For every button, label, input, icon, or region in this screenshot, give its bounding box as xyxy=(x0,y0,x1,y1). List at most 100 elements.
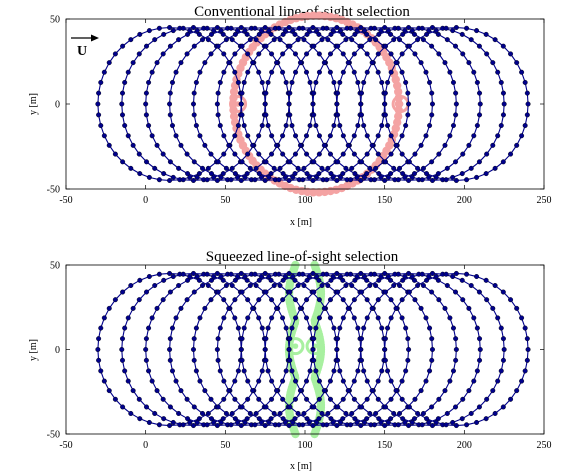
trajectory-point xyxy=(514,305,520,311)
trajectory-point xyxy=(283,368,289,374)
trajectory-point xyxy=(433,419,439,425)
trajectory-point xyxy=(301,37,307,43)
trajectory-point xyxy=(304,171,310,177)
y-axis-label: y [m] xyxy=(28,93,39,115)
trajectory-point xyxy=(358,25,364,31)
trajectory-point xyxy=(193,123,199,129)
trajectory-point xyxy=(185,416,191,422)
trajectory-point xyxy=(119,90,125,96)
trajectory-point xyxy=(250,142,256,148)
trajectory-point xyxy=(215,90,221,96)
trajectory-point xyxy=(459,277,465,283)
trajectory-point xyxy=(191,43,197,49)
trajectory-point xyxy=(369,305,375,311)
trajectory-point xyxy=(208,171,214,177)
trajectory-point xyxy=(399,396,405,402)
trajectory-point xyxy=(280,51,286,57)
trajectory-point xyxy=(307,368,313,374)
trajectory-point xyxy=(331,368,337,374)
trajectory-point xyxy=(223,410,229,416)
trajectory-point xyxy=(156,422,162,428)
y-tick-label: -50 xyxy=(47,185,60,196)
trajectory-point xyxy=(349,410,355,416)
trajectory-point xyxy=(429,90,435,96)
trajectory-point xyxy=(156,177,162,183)
x-tick-label: -50 xyxy=(59,195,72,206)
trajectory-point xyxy=(120,289,126,295)
trajectory-point xyxy=(289,123,295,129)
trajectory-point xyxy=(290,28,296,34)
trajectory-point xyxy=(348,422,354,428)
trajectory-point xyxy=(197,69,203,75)
trajectory-point xyxy=(466,142,472,148)
trajectory-point xyxy=(167,43,173,49)
trajectory-point xyxy=(194,28,200,34)
x-tick-label: 150 xyxy=(377,440,392,451)
trajectory-point xyxy=(125,133,131,139)
trajectory-point xyxy=(433,28,439,34)
trajectory-point xyxy=(256,171,262,177)
trajectory-point xyxy=(399,69,405,75)
trajectory-point xyxy=(450,325,456,331)
trajectory-point xyxy=(358,336,364,342)
trajectory-point xyxy=(266,174,272,180)
trajectory-point xyxy=(406,159,412,165)
trajectory-point xyxy=(247,165,253,171)
trajectory-point xyxy=(327,133,333,139)
trajectory-point xyxy=(280,31,286,37)
trajectory-point xyxy=(399,315,405,321)
trajectory-point xyxy=(361,174,367,180)
trajectory-point xyxy=(160,51,166,57)
trajectory-point xyxy=(167,101,173,107)
trajectory-point xyxy=(351,151,357,157)
trajectory-point xyxy=(500,289,506,295)
trajectory-point xyxy=(200,165,206,171)
trajectory-point xyxy=(314,419,320,425)
trajectory-point xyxy=(304,396,310,402)
trajectory-point xyxy=(144,43,150,49)
trajectory-point xyxy=(167,289,173,295)
trajectory-point xyxy=(429,404,435,410)
trajectory-point xyxy=(287,90,293,96)
trajectory-point xyxy=(144,404,150,410)
trajectory-point xyxy=(228,25,234,31)
trajectory-point xyxy=(411,171,417,177)
trajectory-point xyxy=(184,297,190,303)
trajectory-point xyxy=(274,142,280,148)
trajectory-point xyxy=(335,43,341,49)
trajectory-point xyxy=(269,297,275,303)
trajectory-point xyxy=(477,112,483,118)
trajectory-point xyxy=(228,271,234,277)
trajectory-point xyxy=(286,423,292,429)
trajectory-point xyxy=(130,60,136,66)
trajectory-point xyxy=(415,410,421,416)
trajectory-point xyxy=(136,51,142,57)
trajectory-point xyxy=(385,174,391,180)
trajectory-point xyxy=(364,416,370,422)
trajectory-point xyxy=(253,283,259,289)
trajectory-point xyxy=(397,283,403,289)
trajectory-point xyxy=(232,315,238,321)
trajectory-point xyxy=(190,270,196,276)
x-tick-label: 100 xyxy=(298,195,313,206)
trajectory-point xyxy=(226,305,232,311)
trajectory-point xyxy=(106,142,112,148)
x-tick-label: -50 xyxy=(59,440,72,451)
trajectory-point xyxy=(265,79,271,85)
trajectory-point xyxy=(379,325,385,331)
trajectory-point xyxy=(327,378,333,384)
trajectory-point xyxy=(433,174,439,180)
trajectory-point xyxy=(223,165,229,171)
trajectory-point xyxy=(409,174,415,180)
trajectory-point xyxy=(193,368,199,374)
trajectory-point xyxy=(253,37,259,43)
trajectory-point xyxy=(468,37,474,43)
trajectory-point xyxy=(335,112,341,118)
trajectory-point xyxy=(146,79,152,85)
trajectory-point xyxy=(289,79,295,85)
trajectory-point xyxy=(508,51,514,57)
trajectory-point xyxy=(316,31,322,37)
trajectory-point xyxy=(238,270,244,276)
trajectory-point xyxy=(252,177,258,183)
trajectory-point xyxy=(411,31,417,37)
